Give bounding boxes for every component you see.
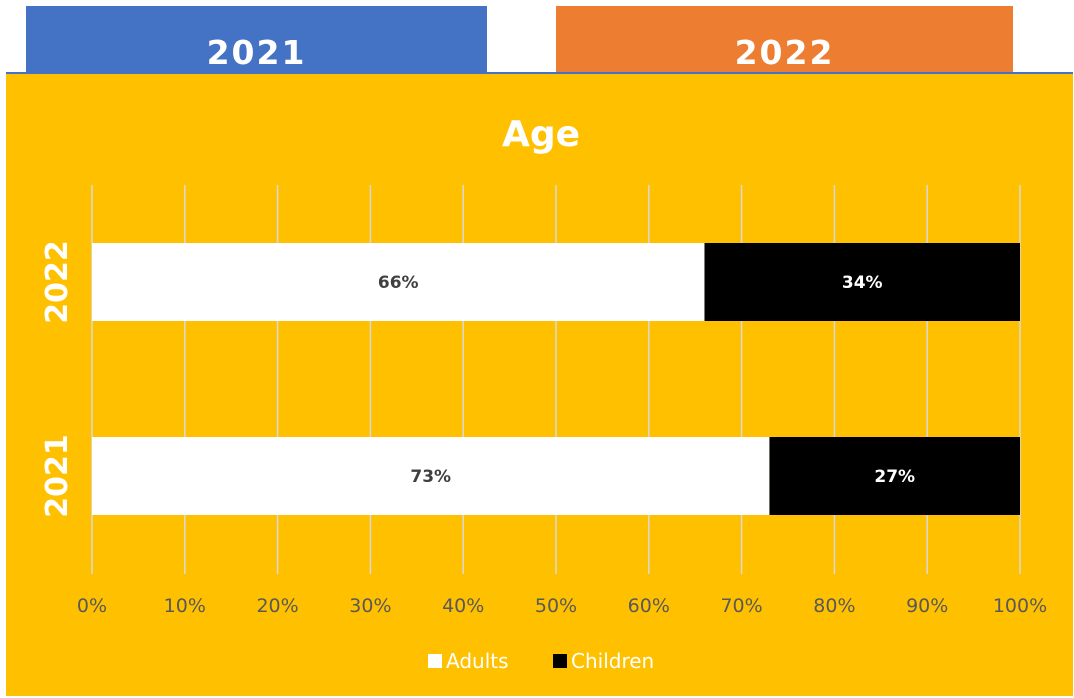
chart-panel: [6, 72, 1073, 696]
data-label: 66%: [378, 273, 419, 293]
x-tick-label: 30%: [349, 595, 391, 617]
bar-adults-2021: [92, 437, 770, 515]
chart-title: Age: [502, 114, 580, 155]
x-tick-label: 0%: [77, 595, 107, 617]
x-tick-label: 100%: [993, 595, 1047, 617]
x-tick-label: 20%: [256, 595, 298, 617]
legend-swatch-adults: [428, 654, 442, 668]
tab-2022[interactable]: 2022: [556, 6, 1013, 74]
bar-adults-2022: [92, 243, 705, 321]
x-tick-label: 10%: [164, 595, 206, 617]
category-label-2022: 2022: [40, 240, 75, 324]
legend-label-adults: Adults: [446, 649, 509, 673]
tab-label: 2021: [206, 32, 307, 72]
x-tick-label: 50%: [535, 595, 577, 617]
x-tick-label: 90%: [906, 595, 948, 617]
x-tick-labels: 0% 10% 20% 30% 40% 50% 60% 70% 80% 90% 100%: [77, 595, 1047, 617]
data-label: 73%: [410, 467, 451, 487]
legend-swatch-children: [553, 654, 567, 668]
x-tick-label: 70%: [720, 595, 762, 617]
bars: 66% 34% 73% 27%: [92, 243, 1020, 515]
data-label: 34%: [842, 273, 883, 293]
category-labels: 2022 2021: [40, 240, 75, 518]
bar-children-2022: [704, 243, 1020, 321]
category-label-2021: 2021: [40, 434, 75, 518]
legend: Adults Children: [428, 649, 654, 673]
tab-label: 2022: [734, 32, 835, 72]
x-tick-label: 40%: [442, 595, 484, 617]
bar-children-2021: [769, 437, 1020, 515]
data-label: 27%: [874, 467, 915, 487]
x-tick-label: 80%: [813, 595, 855, 617]
tab-2021[interactable]: 2021: [26, 6, 487, 74]
x-tick-label: 60%: [628, 595, 670, 617]
legend-label-children: Children: [571, 649, 654, 673]
